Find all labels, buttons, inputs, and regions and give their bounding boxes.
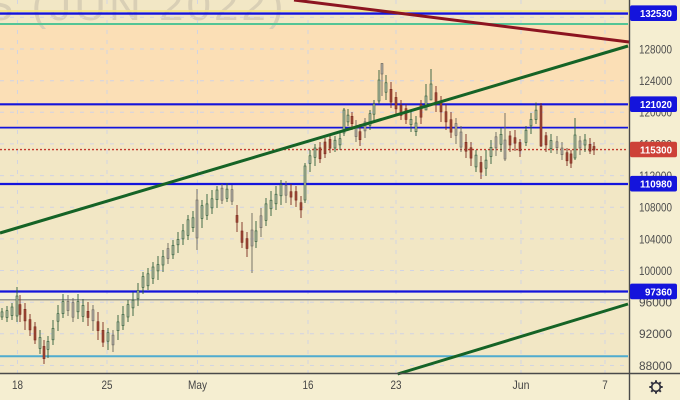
svg-text:92000: 92000: [639, 327, 672, 341]
svg-text:108000: 108000: [639, 201, 672, 215]
svg-text:100000: 100000: [639, 264, 672, 278]
svg-text:18: 18: [12, 378, 23, 392]
svg-text:115300: 115300: [640, 144, 672, 156]
svg-text:124000: 124000: [639, 74, 672, 88]
svg-text:Jun: Jun: [513, 378, 530, 392]
svg-text:128000: 128000: [639, 42, 672, 56]
svg-text:88000: 88000: [639, 359, 672, 373]
svg-text:7: 7: [602, 378, 608, 392]
svg-text:23: 23: [391, 378, 402, 392]
svg-text:97360: 97360: [645, 286, 672, 298]
svg-text:132530: 132530: [640, 8, 672, 20]
svg-text:S (JUN 2022): S (JUN 2022): [0, 0, 287, 30]
svg-text:16: 16: [303, 378, 314, 392]
svg-text:May: May: [188, 378, 207, 392]
svg-text:110980: 110980: [640, 179, 672, 191]
svg-text:25: 25: [102, 378, 113, 392]
svg-text:104000: 104000: [639, 232, 672, 246]
svg-text:121020: 121020: [640, 99, 672, 111]
